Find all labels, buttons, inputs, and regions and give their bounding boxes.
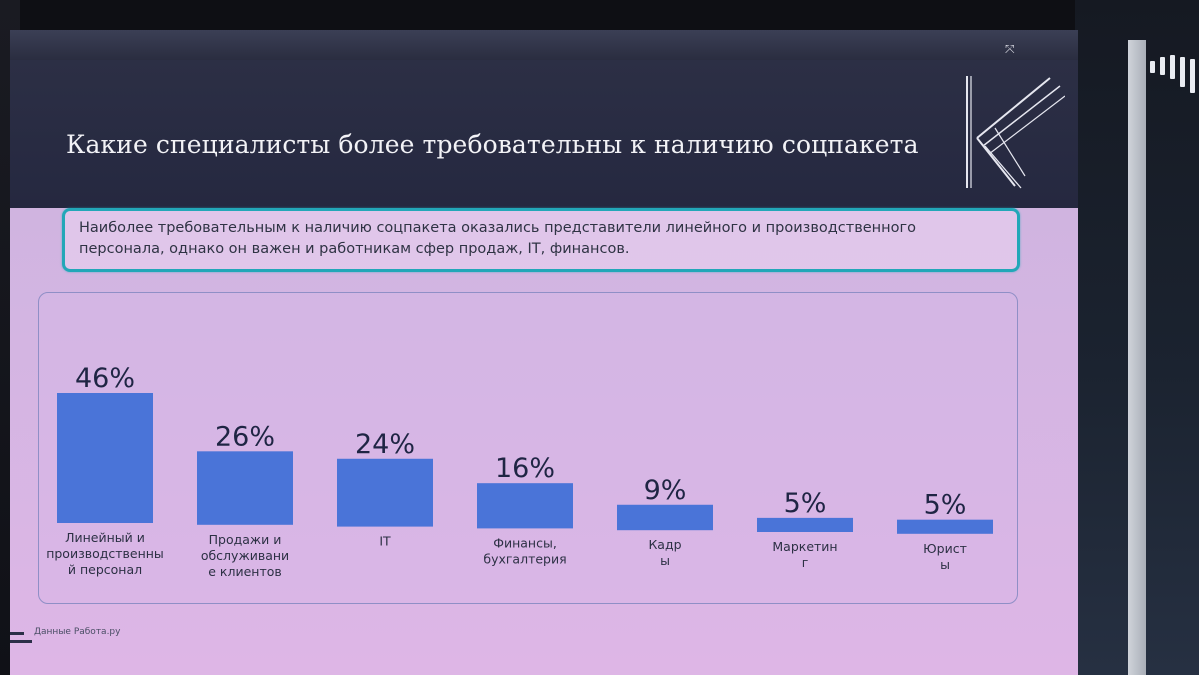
corner-decoration [10, 632, 32, 648]
summary-callout: Наиболее требовательным к наличию соцпак… [62, 208, 1020, 272]
ceiling-lights [1148, 55, 1198, 95]
bar-chart: 46% Линейный и производственны й персонал 26… [46, 363, 993, 579]
category-label-3: Финансы, бухгалтерия [483, 535, 566, 566]
bar-5 [757, 517, 853, 532]
source-note: Данные Работа.ру [34, 627, 121, 637]
category-label-6: Юрист ы [923, 541, 967, 572]
chart-panel: 46% Линейный и производственны й персонал 26… [38, 292, 1018, 604]
bar-1 [197, 451, 293, 525]
screen-frame-edge [1128, 40, 1146, 675]
value-label-6: 5% [924, 490, 967, 521]
slide-title: Какие специалисты более требовательны к … [66, 130, 919, 159]
callout-text: Наиболее требовательным к наличию соцпак… [79, 220, 916, 257]
category-label-4: Кадр ы [648, 537, 681, 568]
value-label-5: 5% [784, 488, 827, 519]
bar-6 [897, 519, 993, 534]
bar-0 [57, 393, 153, 523]
expand-icon[interactable]: ⤧ [1005, 42, 1015, 56]
value-label-3: 16% [495, 453, 555, 484]
slide-header [10, 60, 1078, 208]
brand-logo [966, 76, 1065, 189]
bar-4 [617, 504, 713, 531]
bar-2 [337, 458, 433, 527]
value-label-1: 26% [215, 421, 275, 452]
category-label-1: Продажи и обслуживани е клиентов [201, 532, 289, 579]
bar-3 [477, 483, 573, 529]
value-label-0: 46% [75, 363, 135, 394]
slide-top-bar [10, 30, 1078, 60]
category-label-0: Линейный и производственны й персонал [46, 530, 164, 577]
category-label-5: Маркетин г [772, 539, 837, 570]
presentation-slide: ⤧ Какие специалисты более требовательны … [10, 30, 1078, 675]
value-label-2: 24% [355, 429, 415, 460]
value-label-4: 9% [644, 475, 687, 506]
category-label-2: IT [379, 534, 391, 549]
